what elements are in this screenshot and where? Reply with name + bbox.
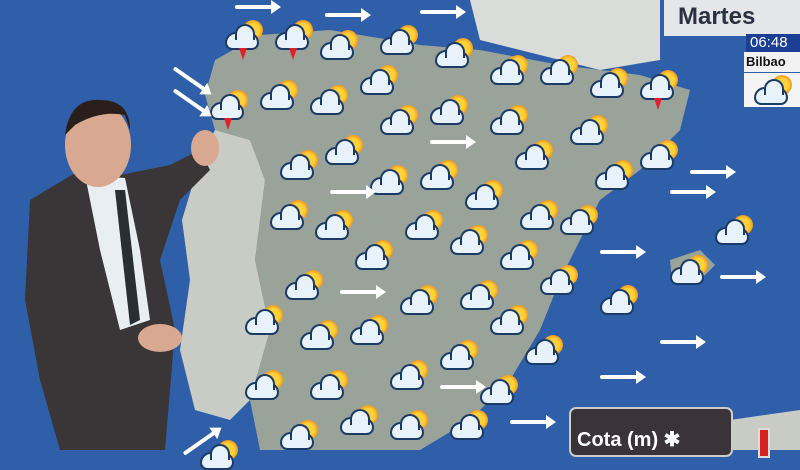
thermometer-icon [758, 428, 770, 458]
sun-cloud-icon [450, 410, 490, 440]
sun-cloud-icon [245, 305, 285, 335]
sun-cloud-icon [380, 25, 420, 55]
sun-cloud-icon [465, 180, 505, 210]
sun-cloud-icon [525, 335, 565, 365]
sun-cloud-icon [600, 285, 640, 315]
sun-cloud-icon [520, 200, 560, 230]
sun-cloud-icon [310, 85, 350, 115]
wind-arrow-icon [340, 285, 386, 299]
wind-arrow-icon [660, 335, 706, 349]
sun-cloud-icon [754, 75, 794, 105]
sun-cloud-icon [490, 55, 530, 85]
sun-cloud-icon [490, 305, 530, 335]
sun-cloud-icon [355, 240, 395, 270]
sun-cloud-icon [340, 405, 380, 435]
sun-cloud-icon [315, 210, 355, 240]
presenter [25, 99, 219, 450]
sun-cloud-icon [435, 38, 475, 68]
wind-arrow-icon [670, 185, 716, 199]
cloud-storm-icon [225, 20, 265, 60]
sun-cloud-icon [715, 215, 755, 245]
wind-arrow-icon [600, 245, 646, 259]
cloud-storm-icon [210, 90, 250, 130]
sun-cloud-icon [590, 68, 630, 98]
sun-cloud-icon [430, 95, 470, 125]
sun-cloud-icon [390, 360, 430, 390]
sun-cloud-icon [310, 370, 350, 400]
sun-cloud-icon [420, 160, 460, 190]
snow-level-label: Cota (m) [577, 429, 659, 451]
wind-arrow-icon [720, 270, 766, 284]
france-land [470, 0, 660, 70]
sun-cloud-icon [350, 315, 390, 345]
sun-cloud-icon [390, 410, 430, 440]
sun-cloud-icon [670, 255, 710, 285]
wind-arrow-icon [325, 8, 371, 22]
sun-cloud-icon [285, 270, 325, 300]
portugal-land [180, 130, 270, 420]
sun-cloud-icon [490, 105, 530, 135]
sun-cloud-icon [515, 140, 555, 170]
snow-level-legend: Cota (m) ✱ [569, 407, 733, 457]
sun-cloud-icon [595, 160, 635, 190]
sun-cloud-icon [380, 105, 420, 135]
city-name: Bilbao [744, 52, 800, 72]
sun-cloud-icon [405, 210, 445, 240]
sun-cloud-icon [540, 265, 580, 295]
sun-cloud-icon [450, 225, 490, 255]
sun-cloud-icon [460, 280, 500, 310]
sun-cloud-icon [640, 140, 680, 170]
cloud-storm-icon [640, 70, 680, 110]
sun-cloud-icon [320, 30, 360, 60]
sun-cloud-icon [400, 285, 440, 315]
sun-cloud-icon [370, 165, 410, 195]
wind-arrow-icon [330, 185, 376, 199]
sun-cloud-icon [260, 80, 300, 110]
sun-cloud-icon [245, 370, 285, 400]
wind-arrow-icon [600, 370, 646, 384]
wind-arrow-icon [510, 415, 556, 429]
wind-arrow-icon [430, 135, 476, 149]
clock: 06:48 [746, 34, 800, 52]
sun-cloud-icon [480, 375, 520, 405]
sun-cloud-icon [270, 200, 310, 230]
sun-cloud-icon [325, 135, 365, 165]
sun-cloud-icon [570, 115, 610, 145]
wind-arrow-icon [420, 5, 466, 19]
wind-arrow-icon [440, 380, 486, 394]
city-weather-panel [744, 73, 800, 107]
wind-arrow-icon [690, 165, 736, 179]
sun-cloud-icon [500, 240, 540, 270]
sun-cloud-icon [540, 55, 580, 85]
sun-cloud-icon [280, 150, 320, 180]
sun-cloud-icon [440, 340, 480, 370]
sun-cloud-icon [280, 420, 320, 450]
snowflake-icon: ✱ [663, 429, 681, 451]
day-title: Martes [664, 0, 800, 36]
sun-cloud-icon [300, 320, 340, 350]
cloud-storm-icon [275, 20, 315, 60]
sun-cloud-icon [360, 65, 400, 95]
wind-arrow-icon [235, 0, 281, 14]
sun-cloud-icon [560, 205, 600, 235]
